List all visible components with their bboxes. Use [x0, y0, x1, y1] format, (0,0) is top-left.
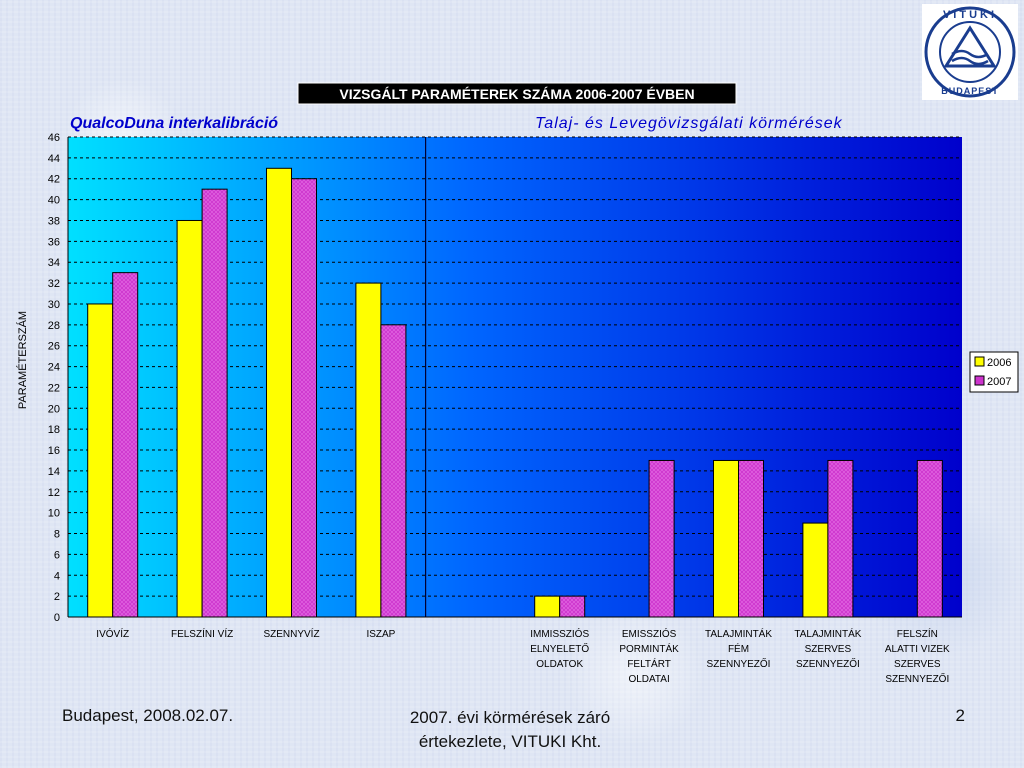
y-tick-label: 30 [48, 299, 60, 311]
y-tick-label: 16 [48, 445, 60, 457]
bar-2007 [916, 459, 943, 618]
x-tick-label: SZENNYEZŐI [885, 671, 949, 685]
y-axis-label: PARAMÉTERSZÁM [16, 311, 29, 409]
footer-center: 2007. évi körmérések záró értekezlete, V… [380, 706, 640, 754]
bar-2007 [648, 459, 675, 618]
y-tick-label: 22 [48, 382, 60, 394]
y-tick-label: 10 [48, 508, 60, 520]
y-tick-label: 0 [54, 612, 60, 624]
legend: 2006 2007 [969, 351, 1019, 393]
x-tick-label: EMISSZIÓS [622, 627, 677, 640]
x-tick-label: TALAJMINTÁK [705, 627, 772, 640]
bar-2007 [559, 595, 586, 618]
svg-text:VITUKI: VITUKI [943, 9, 997, 21]
x-tick-label: TALAJMINTÁK [794, 627, 861, 640]
bar-2006 [266, 167, 292, 618]
y-tick-label: 28 [48, 320, 60, 332]
y-tick-label: 32 [48, 278, 60, 290]
y-tick-label: 38 [48, 215, 60, 227]
x-tick-label: ISZAP [366, 629, 395, 640]
y-tick-label: 46 [48, 132, 60, 144]
y-tick-label: 18 [48, 424, 60, 436]
y-tick-label: 4 [54, 570, 60, 582]
bar-2006 [534, 595, 561, 618]
y-tick-label: 24 [48, 362, 60, 374]
legend-swatch-2007 [974, 375, 985, 386]
x-tick-label: FELSZÍN [897, 627, 938, 640]
bar-2006 [87, 303, 114, 618]
x-tick-label: ALATTI VIZEK [885, 644, 950, 655]
x-tick-label: FELTÁRT [627, 657, 671, 670]
x-tick-label: SZENNYEZŐI [796, 656, 860, 670]
x-tick-label: OLDATOK [536, 659, 583, 670]
bar-2006 [802, 522, 829, 618]
y-tick-label: 12 [48, 487, 60, 499]
page-number: 2 [955, 706, 965, 725]
x-tick-label: FELSZÍNI VÍZ [171, 627, 233, 640]
bar-2007 [738, 459, 764, 618]
bar-chart: VIZSGÁLT PARAMÉTEREK SZÁMA 2006-2007 ÉVB… [16, 82, 1019, 685]
y-tick-label: 40 [48, 195, 60, 207]
x-tick-label: FÉM [728, 642, 749, 655]
x-tick-labels: IVÓVÍZ FELSZÍNI VÍZ SZENNYVÍZ ISZAP IMMISSZI… [96, 627, 950, 685]
section-label-right: Talaj- és Levegövizsgálati körmérések [535, 115, 843, 132]
section-label-left: QualcoDuna interkalibráció [70, 115, 278, 132]
footer-center-line1: 2007. évi körmérések záró [409, 708, 611, 727]
y-tick-label: 2 [54, 591, 60, 603]
y-tick-label: 36 [48, 236, 60, 248]
bar-2006 [176, 219, 203, 618]
y-tick-label: 34 [48, 257, 60, 269]
x-tick-label: ELNYELETŐ [530, 641, 589, 655]
x-tick-label: PORMINTÁK [619, 642, 679, 655]
bars [87, 167, 943, 618]
y-tick-label: 42 [48, 174, 60, 186]
x-tick-label: SZERVES [894, 659, 941, 670]
chart-title: VIZSGÁLT PARAMÉTEREK SZÁMA 2006-2007 ÉVB… [339, 86, 694, 102]
vituki-logo: VITUKI BUDAPEST [922, 4, 1018, 100]
legend-label-2006: 2006 [987, 357, 1011, 369]
legend-swatch-2006 [974, 356, 985, 367]
x-tick-label: OLDATAI [628, 674, 669, 685]
y-tick-label: 8 [54, 529, 60, 541]
legend-label-2007: 2007 [987, 376, 1011, 388]
x-tick-label: SZERVES [805, 644, 852, 655]
footer-date: Budapest, 2008.02.07. [62, 706, 234, 725]
x-tick-label: IVÓVÍZ [96, 627, 129, 640]
bar-2007 [827, 459, 854, 618]
bar-2007 [291, 178, 317, 618]
x-tick-label: SZENNYVÍZ [263, 627, 319, 640]
svg-text:BUDAPEST: BUDAPEST [941, 86, 999, 96]
y-tick-label: 14 [48, 466, 60, 478]
chart-title-box [297, 82, 737, 105]
bar-2007 [112, 272, 139, 618]
y-tick-label: 20 [48, 403, 60, 415]
y-tick-label: 6 [54, 549, 60, 561]
y-tick-label: 26 [48, 341, 60, 353]
x-tick-label: SZENNYEZŐI [707, 656, 771, 670]
y-tick-labels: 0246810121416182022242628303234363840424… [48, 132, 60, 624]
bar-2007 [380, 324, 407, 618]
footer-center-line2: értekezlete, VITUKI Kht. [418, 732, 602, 751]
bar-2007 [201, 188, 228, 618]
bar-2006 [713, 459, 739, 618]
y-tick-label: 44 [48, 153, 60, 165]
bar-2006 [355, 282, 382, 618]
x-tick-label: IMMISSZIÓS [530, 627, 589, 640]
